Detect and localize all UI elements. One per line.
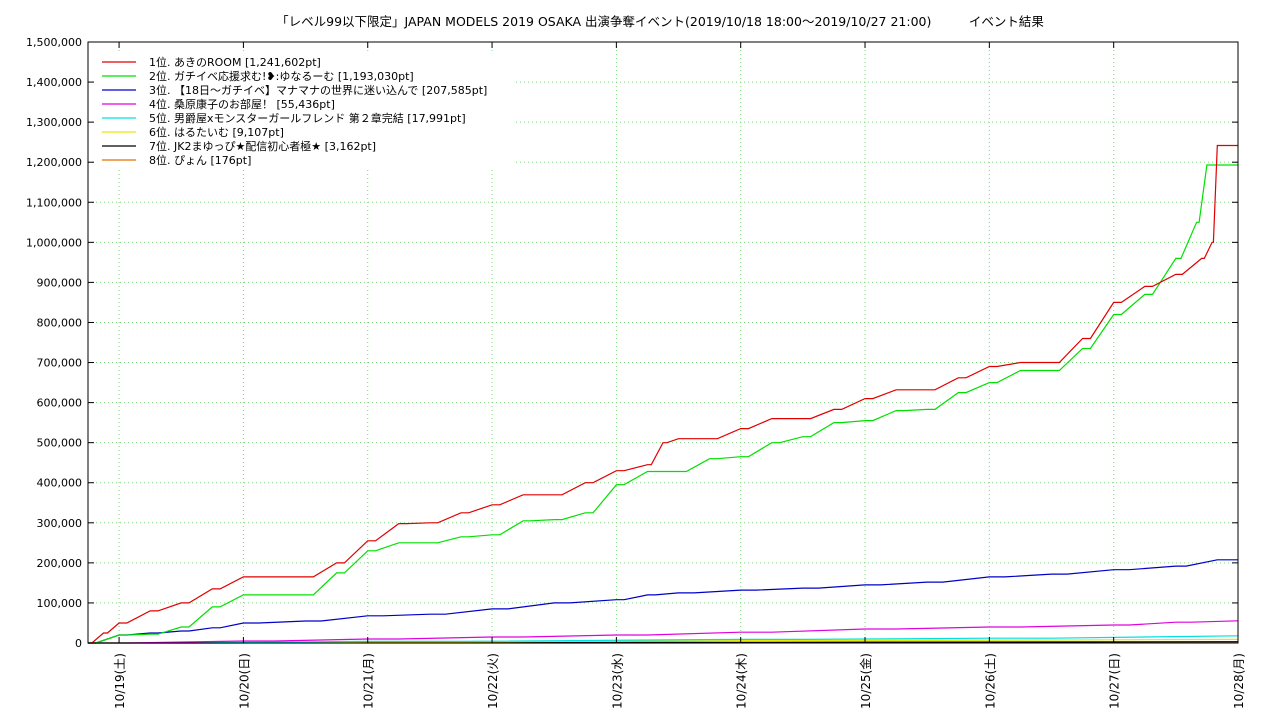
y-tick-label: 1,000,000 (26, 236, 82, 249)
x-tick-label: 10/21(月) (362, 653, 376, 709)
plot-frame (87, 41, 1239, 644)
legend-entry: 2位. ガチイベ応援求む!❥:ゆなるーむ [1,193,030pt] (149, 69, 414, 83)
y-tick-label: 1,300,000 (26, 116, 82, 129)
legend-entry: 6位. はるたいむ [9,107pt] (149, 125, 284, 139)
y-tick-label: 600,000 (37, 397, 83, 410)
x-tick-label: 10/24(木) (735, 653, 749, 709)
x-tick-label: 10/27(日) (1108, 653, 1122, 709)
y-tick-label: 900,000 (37, 276, 83, 289)
y-tick-label: 700,000 (37, 357, 83, 370)
chart-title: 「レベル99以下限定」JAPAN MODELS 2019 OSAKA 出演争奪イ… (276, 14, 1044, 29)
x-tick-label: 10/28(月) (1232, 653, 1246, 709)
y-tick-label: 500,000 (37, 437, 83, 450)
x-tick-label: 10/23(水) (610, 653, 624, 709)
x-tick-label: 10/22(火) (486, 653, 500, 709)
series-line-1 (88, 144, 1238, 644)
legend-entry: 8位. ぴょん [176pt] (149, 153, 251, 167)
y-tick-label: 800,000 (37, 316, 83, 329)
y-tick-label: 1,100,000 (26, 196, 82, 209)
y-tick-label: 0 (75, 637, 82, 650)
legend-entry: 3位. 【18日～ガチイベ】マナマナの世界に迷い込んで [207,585pt] (149, 83, 487, 97)
series-layer (88, 144, 1239, 644)
x-tick-label: 10/26(土) (983, 653, 997, 709)
axis-layer: 0 100,000 200,000 300,000 400,000 500,000 600,… (26, 36, 1246, 709)
series-line-4 (88, 620, 1239, 644)
x-tick-label: 10/20(日) (237, 653, 251, 709)
x-tick-label: 10/19(土) (113, 653, 127, 709)
y-tick-label: 200,000 (37, 557, 83, 570)
series-line-2 (88, 164, 1238, 644)
legend-entry: 1位. あきのROOM [1,241,602pt] (149, 55, 321, 69)
x-tick-label: 10/25(金) (858, 653, 873, 709)
y-tick-label: 300,000 (37, 517, 83, 530)
y-tick-label: 1,500,000 (26, 36, 82, 49)
y-tick-label: 1,200,000 (26, 156, 82, 169)
y-tick-label: 1,400,000 (26, 76, 82, 89)
y-tick-label: 100,000 (37, 597, 83, 610)
y-tick-label: 400,000 (37, 477, 83, 490)
legend-entry: 5位. 男爵屋xモンスターガールフレンド 第２章完結 [17,991pt] (149, 111, 466, 125)
legend: 1位. あきのROOM [1,241,602pt]2位. ガチイベ応援求む!❥:… (94, 52, 514, 170)
legend-background (94, 52, 514, 170)
legend-entry: 4位. 桑原康子のお部屋！ [55,436pt] (149, 97, 335, 111)
series-line-3 (88, 559, 1238, 644)
legend-entry: 7位. JK2まゆっぴ★配信初心者極★ [3,162pt] (149, 139, 376, 153)
